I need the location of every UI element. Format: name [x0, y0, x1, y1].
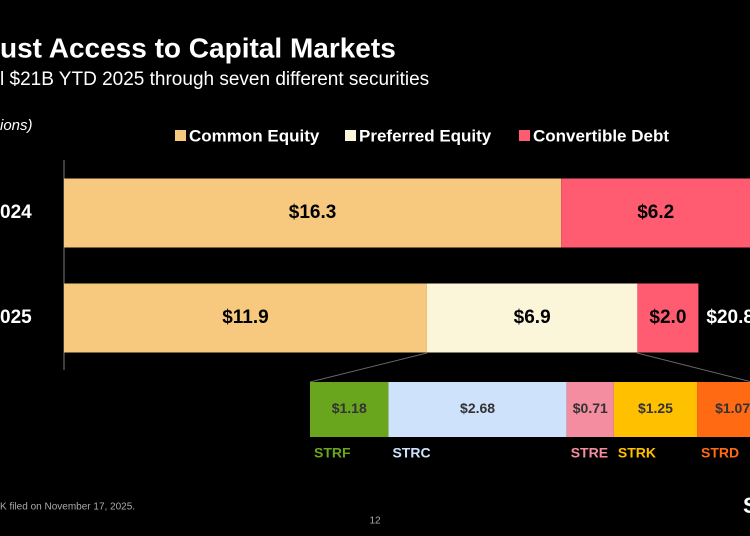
breakdown-value-label: $2.68 — [460, 400, 495, 416]
breakdown-value-label: $1.07 — [715, 400, 750, 416]
breakdown-segment — [566, 382, 614, 437]
value-label: $6.2 — [637, 202, 674, 223]
value-label: $11.9 — [222, 307, 269, 328]
category-label: 024 — [0, 202, 32, 223]
bar-segment — [561, 178, 750, 248]
breakdown-name: STRC — [392, 445, 430, 461]
legend-swatch — [175, 130, 186, 141]
value-label: $6.9 — [514, 307, 551, 328]
breakdown-segment — [310, 382, 389, 437]
breakdown-segment — [697, 382, 750, 437]
category-label: 025 — [0, 307, 32, 328]
subtitle: l $21B YTD 2025 through seven different … — [0, 69, 429, 90]
legend-label: Common Equity — [189, 126, 320, 145]
breakdown-name: STRK — [618, 445, 656, 461]
breakdown-value-label: $1.25 — [638, 400, 673, 416]
connector — [636, 352, 750, 383]
total-label: $20.8 — [706, 307, 750, 328]
legend-swatch — [345, 130, 356, 141]
breakdown-name: STRD — [701, 445, 739, 461]
breakdown-value-label: $0.71 — [573, 400, 608, 416]
unit-label: ions) — [0, 117, 33, 134]
bar-segment — [64, 178, 562, 248]
title: ust Access to Capital Markets — [0, 32, 396, 63]
breakdown-name: STRF — [314, 445, 351, 461]
legend-label: Convertible Debt — [533, 126, 669, 145]
breakdown-name: STRE — [571, 445, 608, 461]
bar-segment — [426, 283, 638, 353]
footnote: K filed on November 17, 2025. — [0, 502, 135, 513]
breakdown-segment — [613, 382, 698, 437]
value-label: $2.0 — [649, 307, 686, 328]
bar-segment — [64, 283, 427, 353]
legend-label: Preferred Equity — [359, 126, 492, 145]
breakdown-segment — [388, 382, 567, 437]
page-number: 12 — [369, 516, 381, 527]
breakdown-value-label: $1.18 — [332, 400, 367, 416]
logo-text: S — [743, 493, 750, 518]
bar-segment — [637, 283, 699, 353]
legend-swatch — [519, 130, 530, 141]
value-label: $16.3 — [289, 202, 337, 223]
connector — [309, 352, 428, 383]
